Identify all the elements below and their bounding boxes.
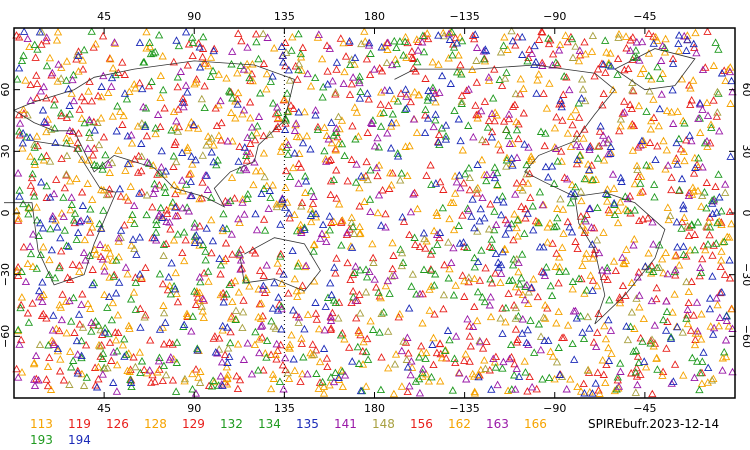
dataset-title: SPIREbufr.2023-12-14 — [588, 417, 720, 431]
lon-label-top: 135 — [274, 10, 295, 23]
lat-label-right: 0 — [740, 210, 750, 217]
lon-label-bottom: −90 — [543, 402, 566, 415]
legend: 113 119 126 128 129 132 134 135 141 148 156 162 163 1… — [30, 417, 740, 449]
lat-label-left: −60 — [0, 325, 12, 348]
lat-label-left: 0 — [0, 210, 12, 217]
legend-item-193: 193 — [30, 433, 53, 447]
observation-markers — [12, 26, 737, 398]
legend-item-113: 113 — [30, 417, 53, 431]
observation-triangle-group — [13, 29, 737, 397]
legend-item-148: 148 — [372, 417, 395, 431]
lat-label-right: −60 — [740, 325, 750, 348]
legend-item-126: 126 — [106, 417, 129, 431]
lon-label-bottom: 90 — [187, 402, 201, 415]
lon-label-bottom: 45 — [97, 402, 111, 415]
lon-label-bottom: −45 — [633, 402, 656, 415]
lat-label-left: 30 — [0, 144, 12, 158]
lon-label-bottom: −135 — [450, 402, 480, 415]
legend-item-156: 156 — [410, 417, 433, 431]
coastline — [239, 237, 321, 292]
lon-label-top: 90 — [187, 10, 201, 23]
coastline — [13, 60, 295, 208]
legend-item-194: 194 — [68, 433, 91, 447]
coastlines — [4, 48, 696, 325]
coastline — [574, 191, 666, 325]
legend-item-163: 163 — [486, 417, 509, 431]
lon-label-top: −90 — [543, 10, 566, 23]
legend-item-166: 166 — [524, 417, 547, 431]
lon-label-top: −135 — [450, 10, 480, 23]
lat-label-right: 60 — [740, 83, 750, 97]
coastline — [394, 64, 616, 197]
lon-label-top: 180 — [364, 10, 385, 23]
observation-triangle-group — [13, 27, 731, 395]
coastline — [4, 140, 117, 286]
axis-ticks: 45 45 90 90 135 135 180 180 −135 −135 −90 −90 −45 −45… — [0, 10, 750, 415]
legend-item-128: 128 — [144, 417, 167, 431]
lat-label-right: −30 — [740, 263, 750, 286]
legend-item-129: 129 — [182, 417, 205, 431]
lat-label-left: 60 — [0, 83, 12, 97]
lat-label-left: −30 — [0, 263, 12, 286]
lon-label-bottom: 180 — [364, 402, 385, 415]
legend-item-162: 162 — [448, 417, 471, 431]
lat-label-right: 30 — [740, 144, 750, 158]
legend-item-132: 132 — [220, 417, 243, 431]
observation-triangle-group — [14, 27, 736, 397]
lon-label-bottom: 135 — [274, 402, 295, 415]
coastline — [614, 48, 696, 91]
legend-item-141: 141 — [334, 417, 357, 431]
legend-item-134: 134 — [258, 417, 281, 431]
legend-item-135: 135 — [296, 417, 319, 431]
observation-triangle-group — [12, 27, 736, 398]
lon-label-top: −45 — [633, 10, 656, 23]
lon-label-top: 45 — [97, 10, 111, 23]
legend-item-119: 119 — [68, 417, 91, 431]
